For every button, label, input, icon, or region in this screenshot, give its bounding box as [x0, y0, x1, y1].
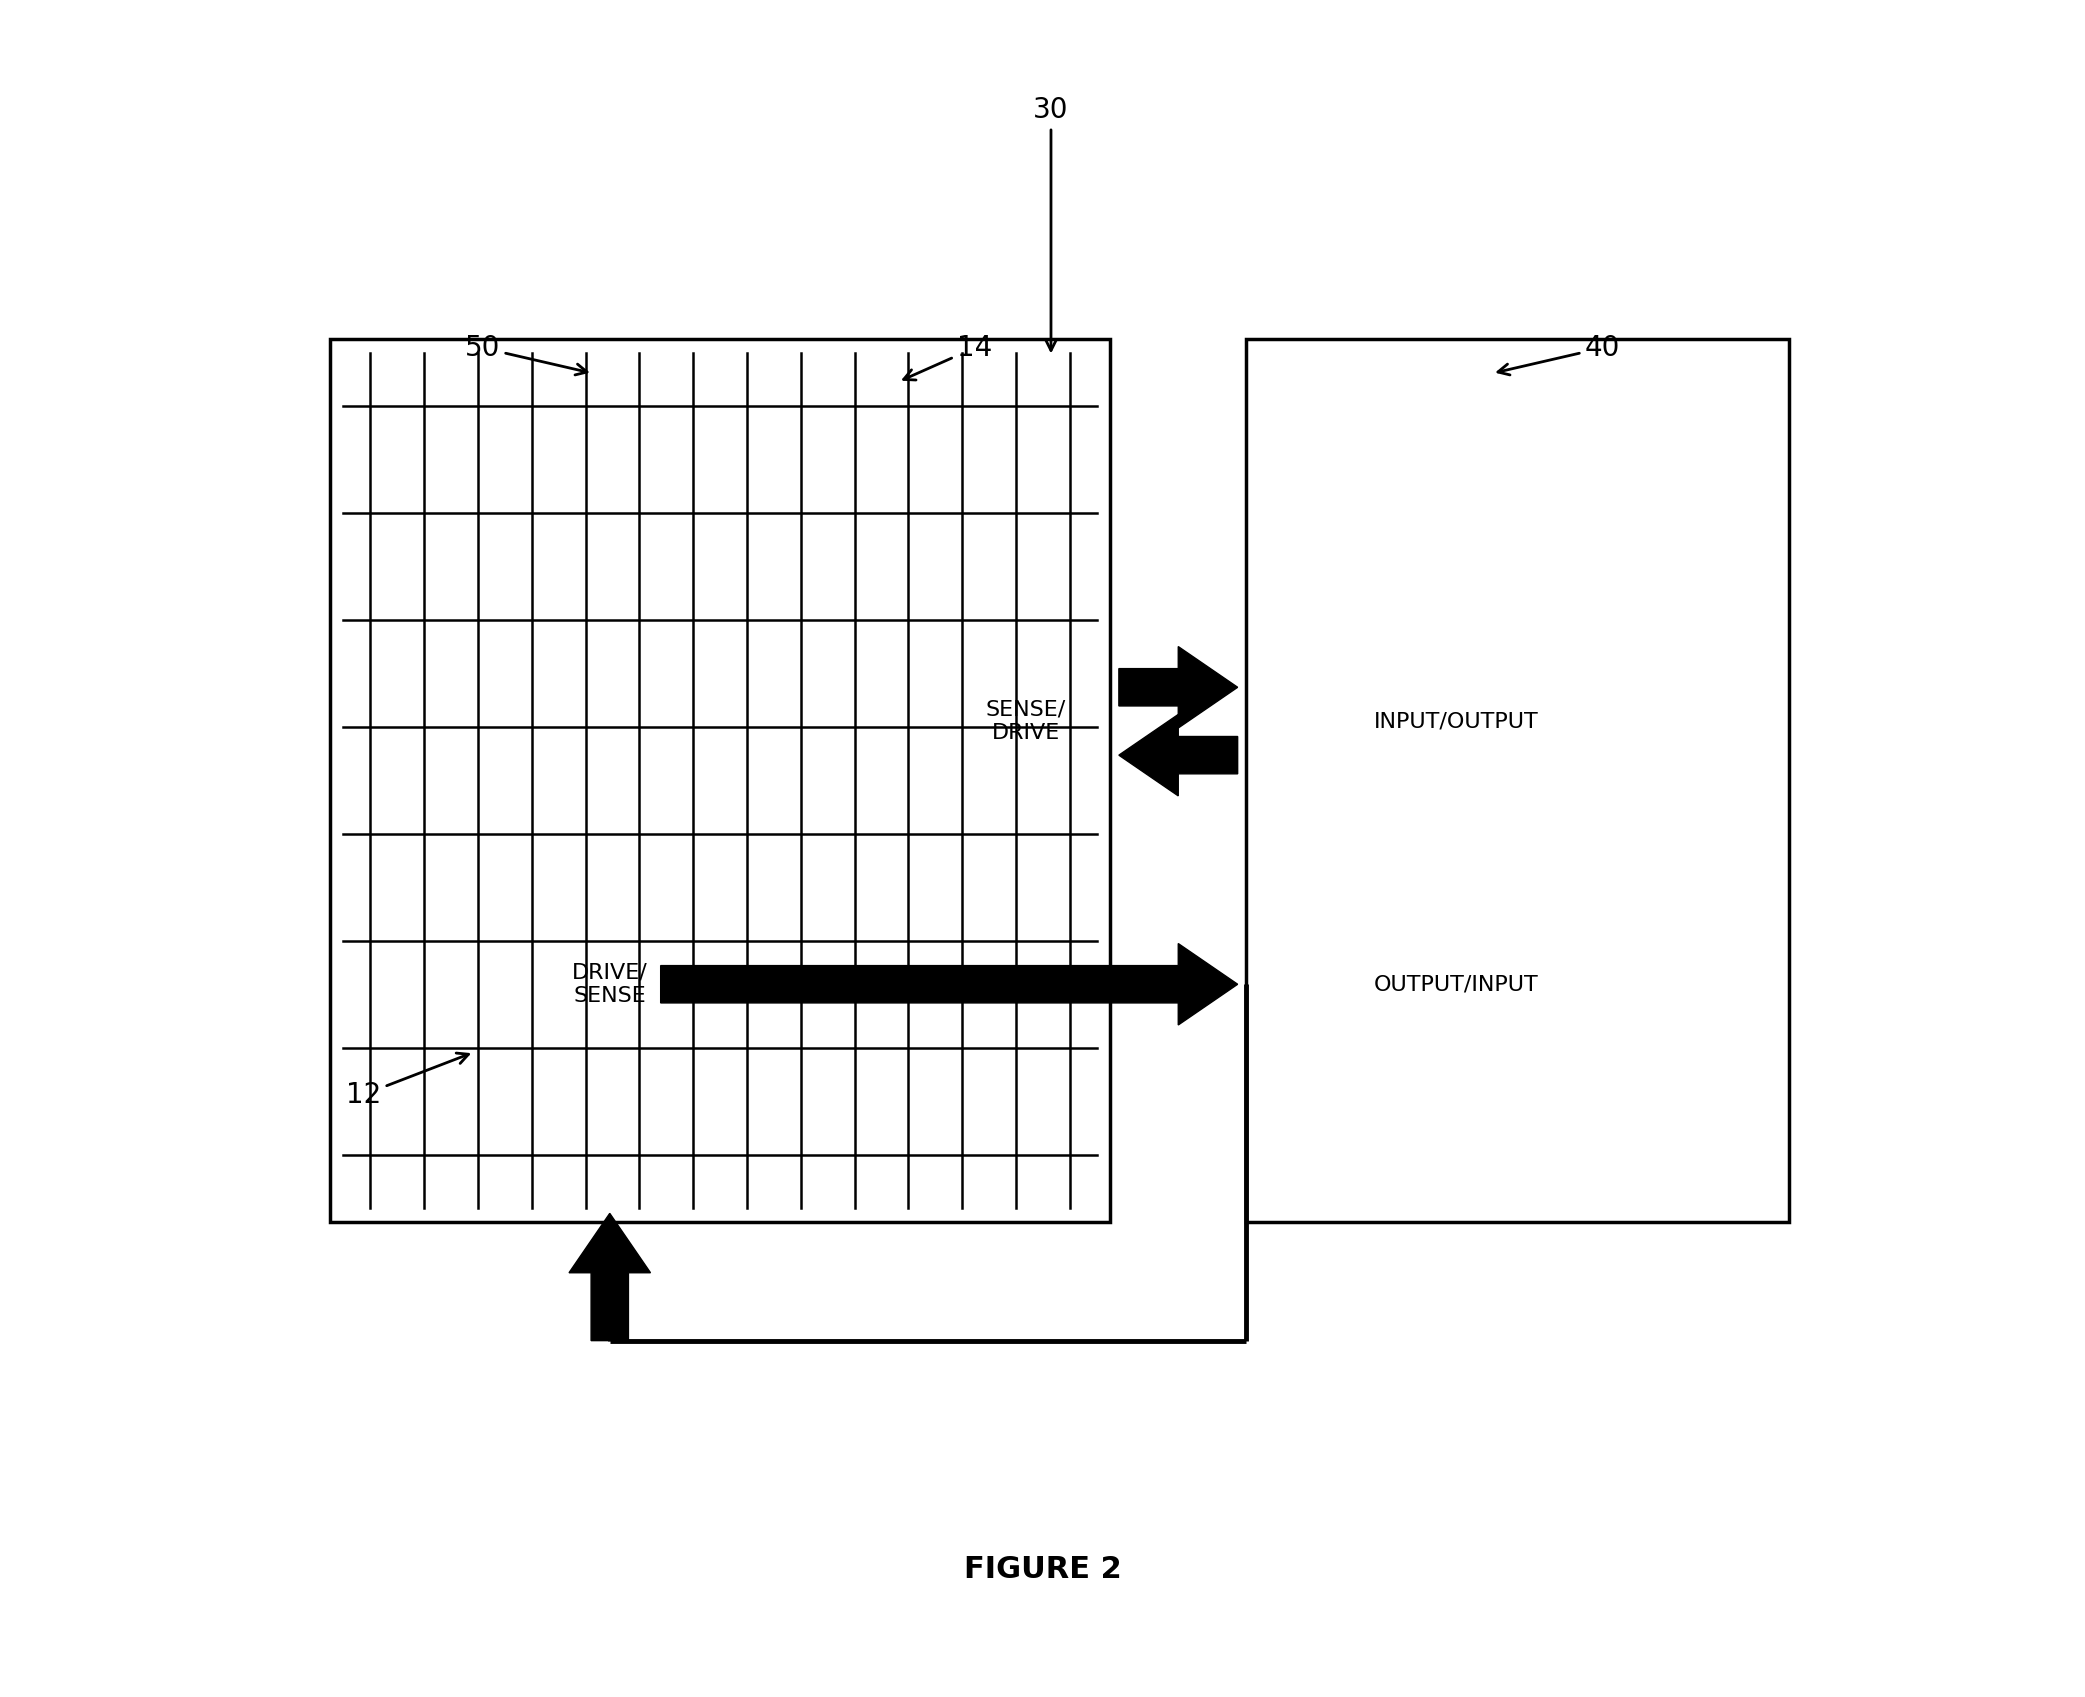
- Polygon shape: [1120, 714, 1238, 796]
- Text: 14: 14: [903, 334, 992, 380]
- Text: OUTPUT/INPUT: OUTPUT/INPUT: [1374, 974, 1539, 994]
- Text: 12: 12: [346, 1054, 469, 1108]
- Bar: [1247, 339, 1789, 1222]
- Text: DRIVE/
SENSE: DRIVE/ SENSE: [571, 962, 648, 1006]
- Bar: [329, 339, 1111, 1222]
- Text: SENSE/
DRIVE: SENSE/ DRIVE: [986, 699, 1065, 743]
- Text: 30: 30: [1034, 97, 1070, 351]
- Polygon shape: [661, 944, 1238, 1025]
- Text: INPUT/OUTPUT: INPUT/OUTPUT: [1374, 711, 1539, 731]
- Text: FIGURE 2: FIGURE 2: [963, 1554, 1122, 1585]
- Polygon shape: [1120, 647, 1238, 728]
- Text: 40: 40: [1497, 334, 1620, 375]
- Text: 50: 50: [465, 334, 588, 375]
- Polygon shape: [569, 1213, 651, 1341]
